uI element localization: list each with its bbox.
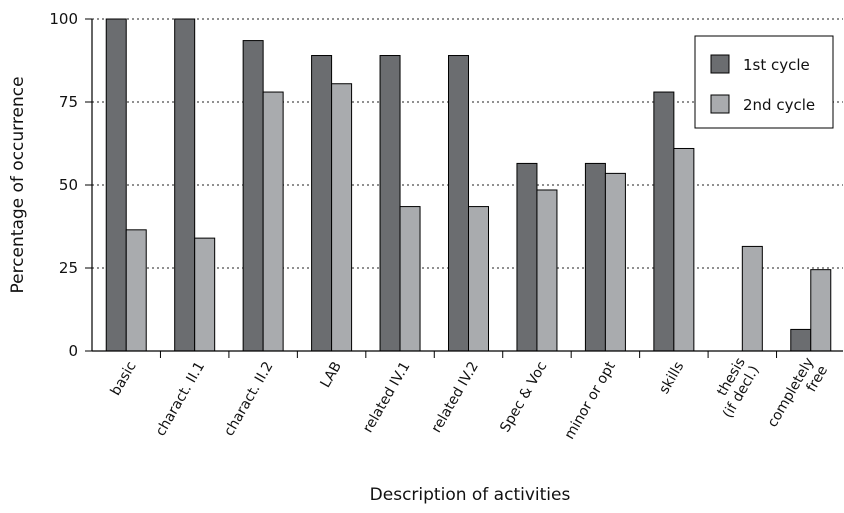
x-category-label-line: Spec & Voc [497,359,550,435]
x-category-label-line: related IV.2 [428,359,481,436]
bar-2nd-cycle [125,229,147,352]
bar-1st-cycle [105,18,127,352]
bar-1st-cycle [516,162,538,352]
legend-swatch-2nd-cycle [710,94,730,114]
y-tick-label: 25 [59,259,78,277]
x-axis-title: Description of activities [370,485,571,505]
bar-2nd-cycle [604,172,626,352]
x-category-label-text: completelyfree [765,355,832,438]
x-category-label-text: minor or opt [562,359,620,443]
x-category-label-text: thesis(if decl.) [706,355,763,421]
legend-swatch-1st-cycle [710,54,730,74]
bar-2nd-cycle [331,83,353,352]
x-category-label-text: Spec & Voc [497,359,550,435]
legend-label-1st-cycle: 1st cycle [743,56,810,74]
bar-1st-cycle [653,91,675,352]
bar-2nd-cycle [810,269,832,352]
x-category-label: completelyfree [765,355,832,438]
x-labels-layer: basic charact. II.1 charact. II.2 LAB relate… [108,355,832,442]
x-category-label: Spec & Voc [497,359,550,435]
x-category-label-line: skills [656,359,687,397]
x-category-label-text: skills [656,359,687,397]
bar-2nd-cycle [536,189,558,352]
bar-1st-cycle [448,55,469,352]
x-category-label-text: related IV.2 [428,359,481,436]
x-category-label-text: charact. II.2 [221,359,276,439]
x-category-label-text: related IV.1 [360,359,413,436]
y-ticks-layer: 0 25 50 75 100 [49,10,778,360]
x-category-label-line: charact. II.1 [153,359,208,439]
legend-box [694,35,834,129]
legend: 1st cycle 2nd cycle [694,35,834,129]
x-category-label-line: charact. II.2 [221,359,276,439]
bar-2nd-cycle [741,245,763,352]
bars-layer [105,18,832,352]
x-category-label-line: LAB [318,359,346,391]
y-tick-label: 0 [68,342,78,360]
legend-label-2nd-cycle: 2nd cycle [743,96,815,114]
bar-1st-cycle [584,162,606,352]
bar-2nd-cycle [194,237,216,352]
bar-1st-cycle [790,328,812,352]
y-axis-title: Percentage of occurrence [8,76,28,293]
x-category-label-line: basic [108,359,140,398]
y-tick-label: 100 [49,10,78,28]
x-category-label: charact. II.2 [221,359,276,439]
x-category-label-text: basic [108,359,140,398]
x-category-label: related IV.1 [360,359,413,436]
x-category-label: charact. II.1 [153,359,208,439]
bar-2nd-cycle [468,206,489,352]
x-category-label: skills [656,359,687,397]
bar-1st-cycle [311,55,333,352]
x-category-label: thesis(if decl.) [706,355,763,421]
bar-1st-cycle [379,55,401,352]
x-category-label-line: related IV.1 [360,359,413,436]
y-tick-label: 75 [59,93,78,111]
x-category-label: minor or opt [562,359,620,443]
x-category-label: LAB [318,359,346,391]
bar-2nd-cycle [399,206,421,352]
bar-1st-cycle [174,18,196,352]
bar-2nd-cycle [673,147,695,352]
x-category-label-line: minor or opt [562,359,620,443]
x-category-label: basic [108,359,140,398]
bar-2nd-cycle [262,91,284,352]
x-category-label: related IV.2 [428,359,481,436]
y-tick-label: 50 [59,176,78,194]
x-category-label-line: completely [765,355,818,430]
bar-1st-cycle [242,40,264,352]
x-category-label-text: LAB [318,359,346,391]
x-category-label-text: charact. II.1 [153,359,208,439]
